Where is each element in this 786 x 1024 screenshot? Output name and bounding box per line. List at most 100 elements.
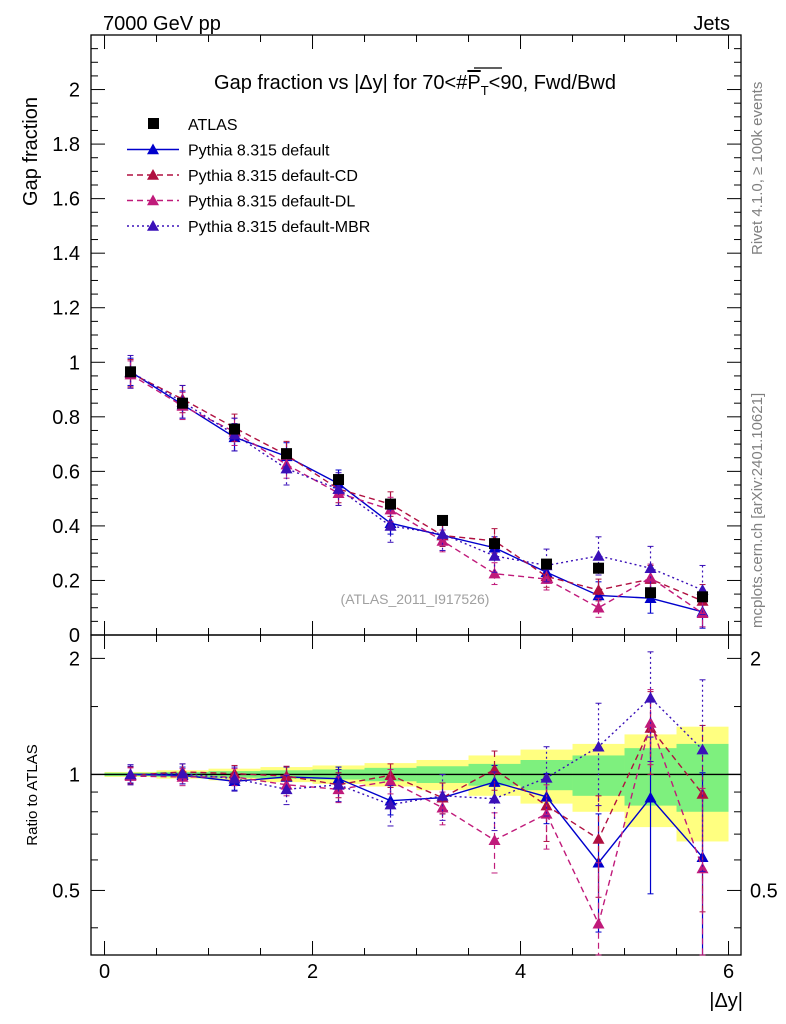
ratio-point — [644, 791, 657, 803]
chart-title: Gap fraction vs |Δy| for 70<#PT<90, Fwd/… — [214, 72, 616, 98]
main-point — [592, 549, 605, 561]
main-ytick-label: 1.2 — [52, 298, 80, 320]
ratio-series-line — [130, 720, 704, 926]
main-point — [488, 567, 501, 579]
main-series-line — [130, 372, 703, 602]
legend-label: ATLAS — [188, 117, 238, 134]
legend-entry: Pythia 8.315 default — [127, 143, 330, 160]
main-ytick-label: 1.8 — [52, 134, 80, 156]
ratio-point — [696, 743, 709, 755]
ratio-point — [488, 792, 501, 804]
ratio-point — [280, 783, 293, 795]
main-ytick-label: 0 — [69, 625, 80, 647]
main-point — [384, 519, 397, 531]
legend: ATLAS Pythia 8.315 default Pythia 8.315 de… — [127, 117, 370, 236]
main-ytick-label: 1.4 — [52, 243, 80, 265]
main-ytick-label: 0.6 — [52, 461, 80, 483]
main-point — [177, 397, 189, 409]
legend-entry: ATLAS — [148, 117, 238, 134]
xlabel: |Δy| — [709, 990, 743, 1012]
legend-label: Pythia 8.315 default-MBR — [188, 219, 370, 236]
main-ytick-label: 1.6 — [52, 189, 80, 211]
main-series-pythia-8-315-default-cd — [124, 359, 709, 618]
main-panel: 0 0.2 0.4 0.6 0.8 1 1.2 1.4 1.6 1.8 2 Gap fraction… — [20, 34, 742, 647]
main-ytick-label: 0.4 — [52, 516, 80, 538]
main-series-line — [130, 373, 703, 614]
legend-marker — [148, 118, 159, 129]
main-series-line — [130, 371, 703, 591]
main-point — [644, 562, 657, 573]
ratio-series-pythia-8-315-default-mbr — [124, 651, 709, 872]
main-series-pythia-8-315-default — [124, 357, 709, 629]
main-point — [593, 562, 605, 574]
ratio-point — [124, 768, 137, 780]
legend-label: Pythia 8.315 default — [188, 143, 330, 160]
ratio-ytick-label-right: 0.5 — [750, 880, 778, 902]
ratio-point — [436, 789, 449, 801]
main-point — [436, 534, 449, 546]
ratio-series-pythia-8-315-default-dl — [124, 689, 709, 956]
main-point — [697, 591, 709, 603]
main-point — [645, 587, 657, 599]
header-right: Jets — [693, 13, 730, 35]
ratio-series-line — [130, 773, 704, 864]
main-point — [332, 483, 345, 494]
main-point — [333, 474, 345, 486]
main-series-pythia-8-315-default-dl — [124, 360, 709, 628]
legend-marker — [147, 169, 159, 180]
main-ytick-label: 1 — [69, 352, 80, 374]
ratio-ytick-label-left: 2 — [69, 648, 80, 670]
legend-entry: Pythia 8.315 default-CD — [127, 168, 358, 185]
ratio-point — [384, 798, 397, 810]
ratio-series-line — [130, 726, 704, 840]
main-point — [696, 607, 709, 618]
ratio-ylabel: Ratio to ATLAS — [24, 744, 41, 845]
main-series-pythia-8-315-default-mbr — [124, 354, 709, 616]
ratio-point — [592, 832, 605, 844]
mcplots-label: mcplots.cern.ch [arXiv:2401.10621] — [749, 393, 766, 628]
xtick-label: 0 — [99, 961, 110, 983]
main-ylabel: Gap fraction — [20, 97, 42, 206]
ratio-ytick-label-left: 0.5 — [52, 880, 80, 902]
xtick-label: 2 — [307, 961, 318, 983]
analysis-watermark: (ATLAS_2011_I917526) — [341, 591, 490, 607]
ratio-point — [228, 772, 241, 784]
main-point — [229, 423, 241, 435]
ratio-point — [592, 917, 605, 929]
main-axis-ticks: 0 0.2 0.4 0.6 0.8 1 1.2 1.4 1.6 1.8 2 — [52, 35, 741, 647]
rivet-label: Rivet 4.1.0, ≥ 100k events — [749, 82, 766, 255]
ratio-point — [176, 767, 189, 779]
legend-label: Pythia 8.315 default-DL — [188, 194, 355, 211]
main-point — [540, 573, 553, 584]
ratio-point — [332, 778, 345, 790]
legend-marker — [147, 220, 159, 231]
ratio-point — [644, 691, 657, 703]
legend-marker — [147, 143, 159, 155]
ratio-frame — [90, 634, 742, 956]
ratio-ytick-label-right: 2 — [750, 648, 761, 670]
ratio-axis-ticks: 0.5 0.5 1 2 2 0 2 4 6 — [52, 635, 778, 983]
main-point — [436, 528, 449, 539]
main-point — [437, 514, 449, 526]
legend-entry: Pythia 8.315 default-MBR — [127, 219, 370, 236]
xtick-label: 4 — [515, 961, 526, 983]
main-point — [125, 366, 137, 378]
legend-marker — [147, 194, 159, 206]
main-ytick-label: 0.8 — [52, 407, 80, 429]
xtick-label: 6 — [723, 961, 734, 983]
main-point — [280, 462, 293, 474]
ratio-point — [540, 771, 553, 783]
main-series-line — [130, 371, 703, 613]
ratio-series-line — [130, 696, 704, 806]
ratio-point — [436, 801, 449, 813]
main-point — [592, 601, 605, 613]
ratio-point — [696, 862, 709, 874]
main-point — [541, 558, 553, 570]
legend-entry: Pythia 8.315 default-DL — [127, 194, 355, 211]
header-left: 7000 GeV pp — [103, 13, 221, 35]
main-point — [385, 498, 397, 510]
main-point — [488, 549, 501, 561]
ratio-point — [592, 740, 605, 752]
main-ytick-label: 2 — [69, 80, 80, 102]
